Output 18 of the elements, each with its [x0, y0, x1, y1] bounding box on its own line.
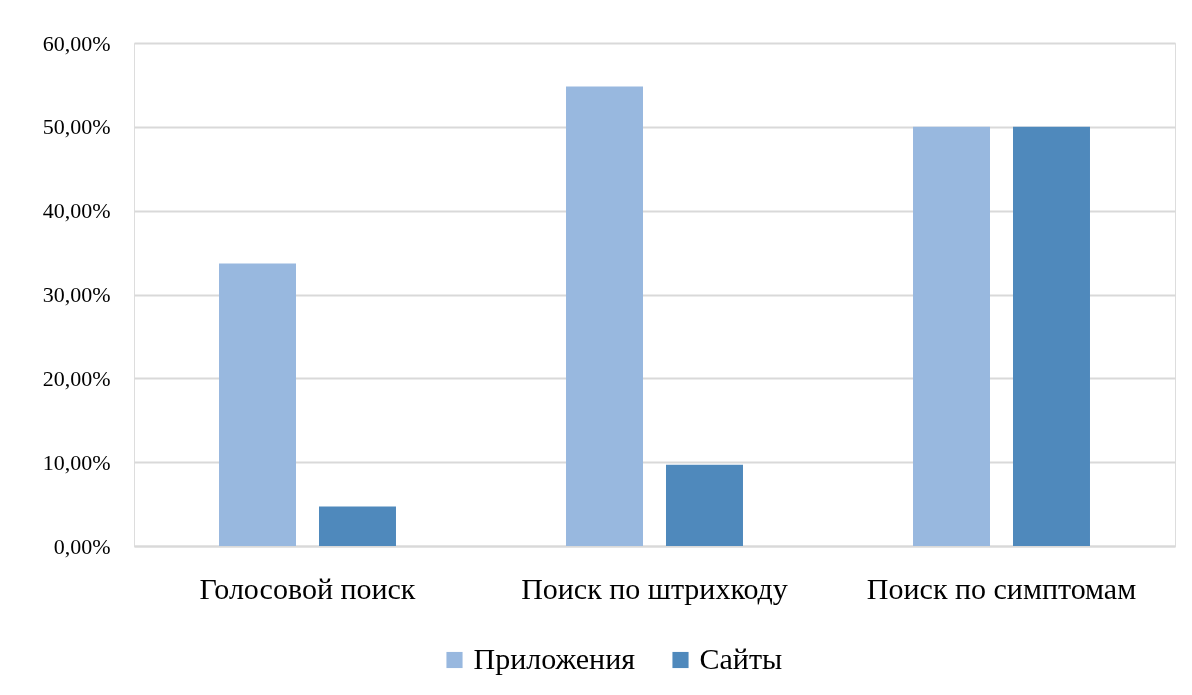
bar	[219, 263, 296, 546]
legend-label: Сайты	[699, 642, 783, 675]
bar	[319, 506, 396, 546]
y-tick-label: 50,00%	[42, 114, 111, 140]
y-tick-label: 20,00%	[42, 365, 111, 391]
x-tick-label: Поиск по штрихкоду	[521, 571, 788, 605]
x-tick-label: Поиск по симптомам	[866, 571, 1137, 605]
y-tick-label: 10,00%	[42, 449, 111, 475]
legend-label: Приложения	[473, 642, 636, 675]
y-tick-label: 40,00%	[42, 198, 111, 224]
y-tick-label: 0,00%	[53, 533, 111, 559]
bar	[666, 464, 743, 546]
x-tick-label: Голосовой поиск	[199, 571, 416, 605]
y-tick-label: 30,00%	[42, 282, 111, 307]
bar	[566, 86, 643, 546]
bar	[913, 126, 990, 546]
y-tick-label: 60,00%	[42, 30, 111, 56]
bar	[1013, 126, 1090, 546]
